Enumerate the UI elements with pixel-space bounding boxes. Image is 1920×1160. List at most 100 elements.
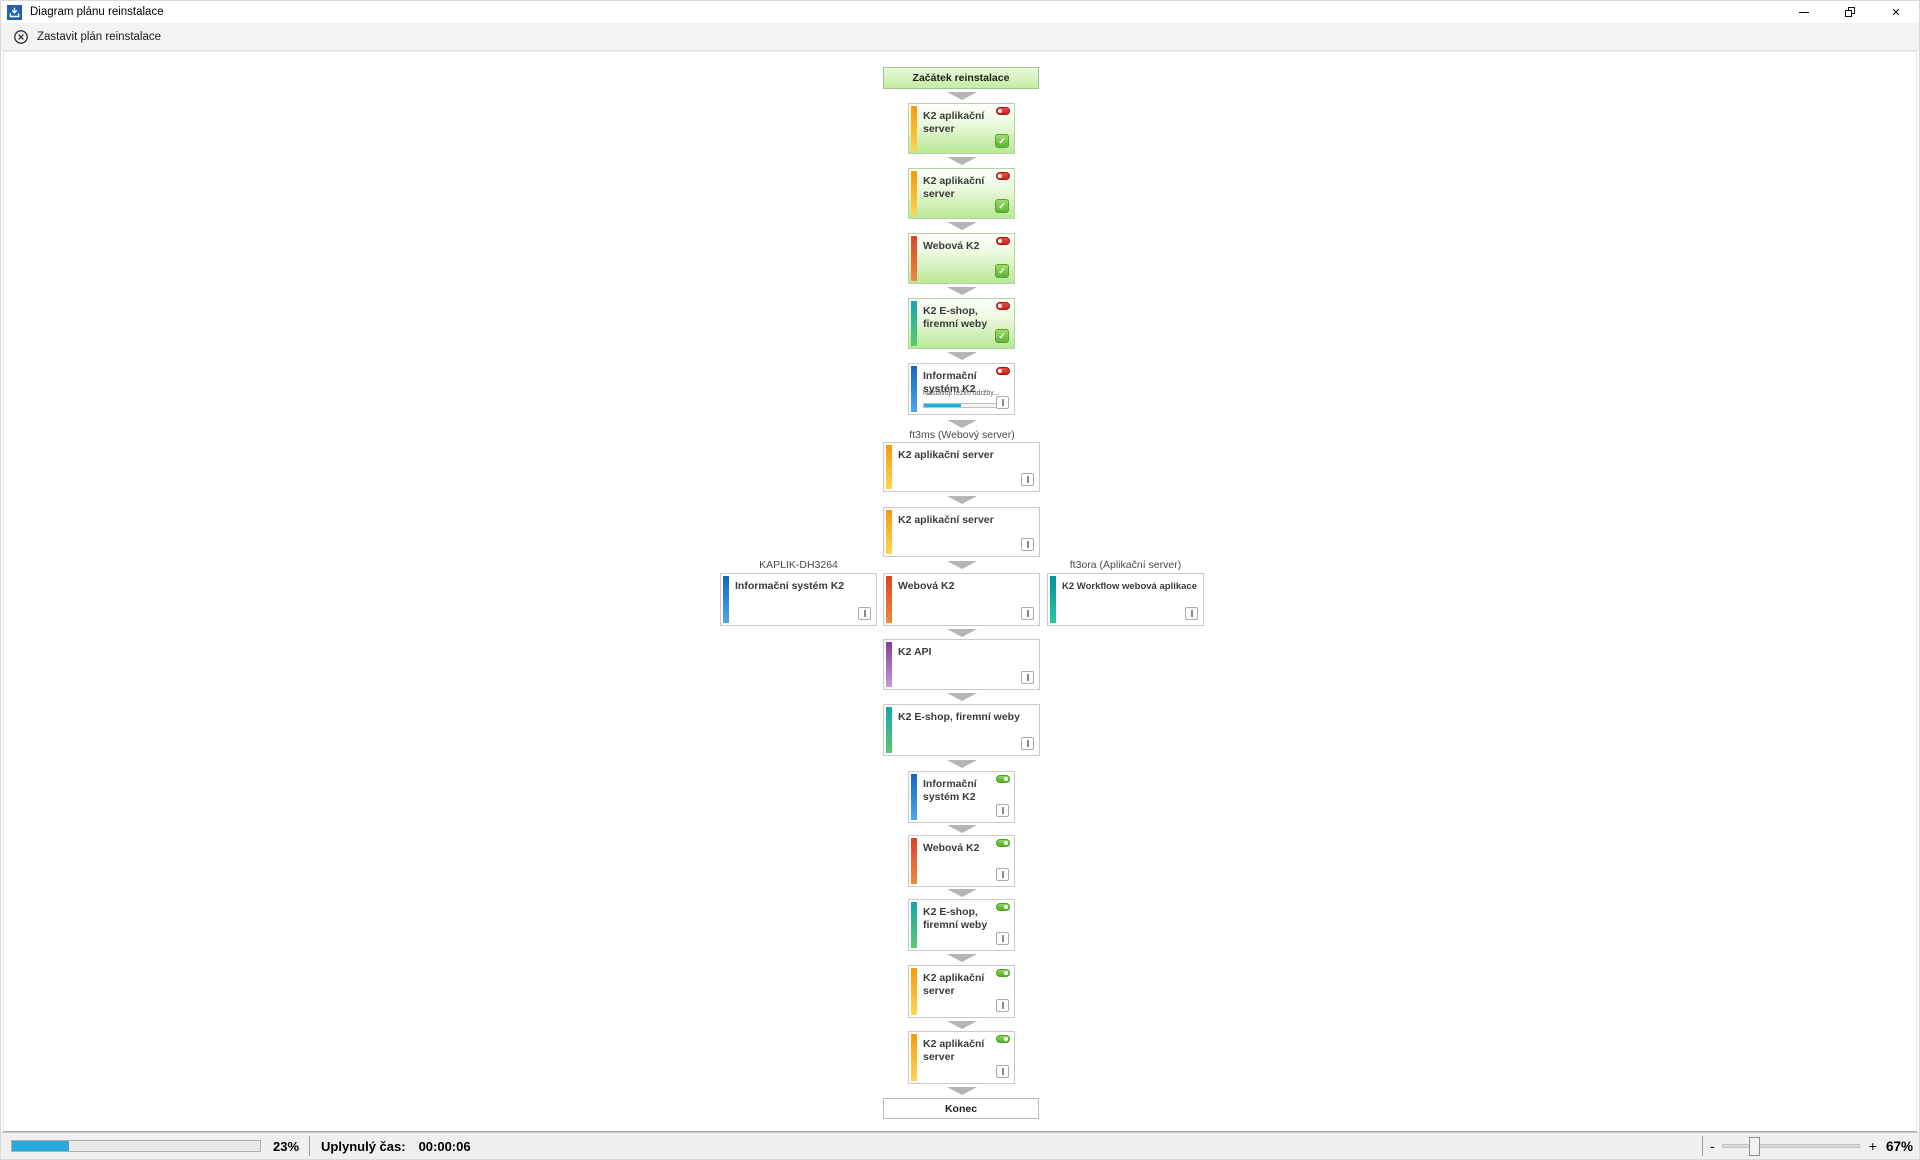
task-node[interactable]: K2 aplikační server [908, 965, 1015, 1018]
node-title: K2 Workflow webová aplikace [1062, 581, 1197, 592]
install-diagram-icon [9, 7, 20, 17]
detail-icon [1001, 399, 1004, 406]
task-node[interactable]: K2 E-shop, firemní weby [908, 899, 1015, 951]
completed-check-icon: ✓ [995, 264, 1009, 278]
diagram-canvas[interactable]: Začátek reinstalace K2 aplikační server ✓ K… [3, 51, 1917, 1132]
flow-arrow-icon [947, 352, 977, 360]
node-detail-button[interactable] [996, 868, 1009, 881]
start-node[interactable]: Začátek reinstalace [883, 67, 1039, 89]
node-detail-button[interactable] [1021, 671, 1034, 684]
node-detail-button[interactable] [996, 1065, 1009, 1078]
running-switch-red-toggle-icon[interactable] [996, 107, 1010, 115]
title-bar: Diagram plánu reinstalace ✕ [1, 1, 1919, 23]
toggle-knob [1004, 971, 1008, 975]
task-node[interactable]: Informační systém K2 Nastavuji režim údrž… [908, 363, 1015, 415]
node-title: Informační systém K2 [923, 370, 977, 395]
running-switch-red-toggle-icon[interactable] [996, 172, 1010, 180]
minimize-button[interactable] [1781, 1, 1827, 23]
category-color-bar [886, 510, 892, 554]
task-node[interactable]: K2 aplikační server [883, 507, 1040, 557]
statusbar-separator [1702, 1136, 1704, 1156]
restore-button[interactable] [1827, 1, 1873, 23]
category-color-bar [1050, 576, 1056, 623]
ready-switch-green-toggle-icon[interactable] [996, 903, 1010, 911]
ready-switch-green-toggle-icon[interactable] [996, 839, 1010, 847]
toggle-knob [998, 304, 1002, 308]
detail-icon [1001, 807, 1004, 814]
category-color-bar [911, 106, 917, 151]
flow-arrow-icon [947, 496, 977, 504]
toggle-knob [998, 369, 1002, 373]
category-color-bar [886, 707, 892, 753]
running-switch-red-toggle-icon[interactable] [996, 367, 1010, 375]
node-detail-button[interactable] [996, 932, 1009, 945]
running-switch-red-toggle-icon[interactable] [996, 302, 1010, 310]
node-detail-button[interactable] [1185, 607, 1198, 620]
flow-arrow-icon [947, 1021, 977, 1029]
window-controls: ✕ [1781, 1, 1919, 23]
node-detail-button[interactable] [858, 607, 871, 620]
category-color-bar [911, 838, 917, 884]
close-button[interactable]: ✕ [1873, 1, 1919, 23]
node-detail-button[interactable] [996, 804, 1009, 817]
completed-check-icon: ✓ [995, 329, 1009, 343]
task-node[interactable]: K2 aplikační server ✓ [908, 168, 1015, 219]
task-node[interactable]: K2 API [883, 639, 1040, 690]
detail-icon [1026, 740, 1029, 747]
category-color-bar [911, 774, 917, 820]
node-detail-button[interactable] [996, 999, 1009, 1012]
task-node[interactable]: Webová K2 [908, 835, 1015, 887]
task-node[interactable]: K2 aplikační server [908, 1031, 1015, 1084]
zoom-in-button[interactable]: + [1868, 1138, 1877, 1154]
node-title: K2 aplikační server [923, 110, 985, 135]
detail-icon [1026, 610, 1029, 617]
node-title: K2 E-shop, firemní weby [923, 305, 988, 330]
task-node[interactable]: K2 aplikační server [883, 442, 1040, 492]
category-color-bar [911, 236, 917, 281]
task-node[interactable]: Webová K2 [883, 573, 1040, 626]
elapsed-time-label: Uplynulý čas: [321, 1138, 406, 1154]
node-title: K2 aplikační server [923, 1038, 985, 1063]
zoom-slider[interactable] [1721, 1137, 1860, 1156]
zoom-out-button[interactable]: - [1710, 1138, 1715, 1154]
task-node[interactable]: Informační systém K2 [908, 771, 1015, 823]
ready-switch-green-toggle-icon[interactable] [996, 775, 1010, 783]
task-node[interactable]: K2 E-shop, firemní weby [883, 704, 1040, 756]
category-color-bar [911, 968, 917, 1015]
flow-arrow-icon [947, 760, 977, 768]
stop-plan-label: Zastavit plán reinstalace [37, 30, 162, 43]
node-title: Informační systém K2 [735, 580, 845, 592]
zoom-percent: 67% [1885, 1138, 1913, 1154]
node-detail-button[interactable] [1021, 737, 1034, 750]
node-title: K2 API [898, 646, 932, 658]
task-node[interactable]: Informační systém K2 [720, 573, 877, 626]
toggle-knob [1004, 841, 1008, 845]
node-title: Webová K2 [923, 240, 980, 252]
overall-progress-percent: 23% [273, 1138, 300, 1154]
category-color-bar [886, 642, 892, 687]
node-detail-button[interactable] [996, 396, 1009, 409]
node-detail-button[interactable] [1021, 538, 1034, 551]
flow-arrow-icon [947, 629, 977, 637]
end-node[interactable]: Konec [883, 1098, 1039, 1119]
task-node[interactable]: K2 E-shop, firemní weby ✓ [908, 298, 1015, 349]
node-title: K2 E-shop, firemní weby [923, 906, 988, 931]
ready-switch-green-toggle-icon[interactable] [996, 969, 1010, 977]
task-node[interactable]: K2 Workflow webová aplikace [1047, 573, 1204, 626]
flow-arrow-icon [947, 1087, 977, 1095]
node-status-text: Nastavuji režim údržby... [923, 390, 1000, 397]
category-color-bar [911, 1034, 917, 1081]
zoom-slider-thumb[interactable] [1749, 1137, 1761, 1156]
ready-switch-green-toggle-icon[interactable] [996, 1035, 1010, 1043]
node-detail-button[interactable] [1021, 473, 1034, 486]
task-node[interactable]: Webová K2 ✓ [908, 233, 1015, 284]
running-switch-red-toggle-icon[interactable] [996, 237, 1010, 245]
detail-icon [1026, 476, 1029, 483]
flow-arrow-icon [947, 954, 977, 962]
node-detail-button[interactable] [1021, 607, 1034, 620]
stop-plan-button[interactable]: Zastavit plán reinstalace [3, 25, 171, 49]
app-icon [7, 4, 22, 20]
restore-icon [1845, 7, 1855, 17]
status-bar: 23% Uplynulý čas: 00:00:06 - + 67% [1, 1132, 1919, 1159]
task-node[interactable]: K2 aplikační server ✓ [908, 103, 1015, 154]
